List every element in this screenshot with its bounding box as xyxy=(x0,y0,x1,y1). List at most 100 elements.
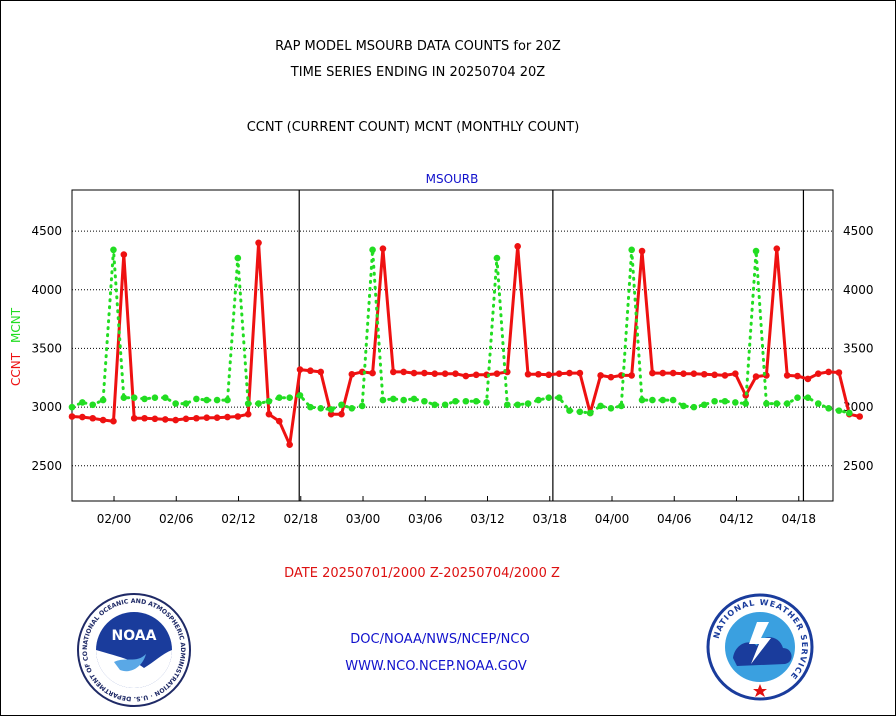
x-tick-label: 04/12 xyxy=(719,512,754,526)
mcnt-point xyxy=(338,401,345,409)
mcnt-point xyxy=(742,400,749,407)
x-tick-label: 03/12 xyxy=(470,512,505,526)
ccnt-point xyxy=(275,417,283,425)
y-tick-label-left: 3000 xyxy=(31,400,62,414)
website-link[interactable]: WWW.NCO.NCEP.NOAA.GOV xyxy=(345,659,527,674)
mcnt-point xyxy=(234,254,242,262)
mcnt-point xyxy=(524,400,532,407)
mcnt-point xyxy=(514,401,521,409)
y-axis-label-mcnt: MCNT xyxy=(9,307,23,343)
ccnt-point xyxy=(99,416,107,424)
ccnt-point xyxy=(296,366,304,373)
x-tick-label: 02/06 xyxy=(159,512,194,526)
mcnt-point xyxy=(752,247,760,255)
series-title: MSOURB xyxy=(426,172,479,186)
mcnt-point xyxy=(203,396,211,404)
mcnt-point xyxy=(110,246,117,254)
ccnt-point xyxy=(524,370,532,378)
ccnt-point xyxy=(690,370,698,377)
ccnt-point xyxy=(421,369,428,377)
ccnt-point xyxy=(110,417,117,425)
x-tick-label: 02/18 xyxy=(283,512,318,526)
ccnt-point xyxy=(669,369,677,377)
mcnt-point xyxy=(400,396,407,404)
x-tick-label: 03/00 xyxy=(346,512,381,526)
mcnt-point xyxy=(213,396,221,404)
mcnt-point xyxy=(711,397,718,405)
mcnt-point xyxy=(99,396,107,404)
mcnt-point xyxy=(535,396,542,404)
mcnt-point xyxy=(493,254,501,262)
mcnt-point xyxy=(545,394,553,402)
ccnt-point xyxy=(576,369,584,377)
mcnt-point xyxy=(244,400,252,407)
mcnt-point xyxy=(286,394,293,402)
mcnt-point xyxy=(566,407,573,414)
noaa-logo: NATIONAL OCEANIC AND ATMOSPHERIC ADMINIS… xyxy=(74,590,191,707)
ccnt-point xyxy=(783,372,791,379)
ccnt-point xyxy=(348,370,356,378)
ccnt-point xyxy=(182,415,190,423)
mcnt-point xyxy=(79,399,86,406)
mcnt-line xyxy=(70,248,851,415)
mcnt-point xyxy=(814,400,822,407)
ccnt-point xyxy=(286,441,293,448)
ccnt-point xyxy=(566,369,573,377)
mcnt-point xyxy=(275,394,283,402)
mcnt-point xyxy=(182,400,190,407)
mcnt-point xyxy=(680,402,687,410)
mcnt-point xyxy=(763,400,770,407)
ccnt-point xyxy=(794,372,801,380)
date-range-label: DATE 20250701/2000 Z-20250704/2000 Z xyxy=(284,566,560,581)
ccnt-point xyxy=(203,414,211,421)
mcnt-point xyxy=(483,399,490,406)
ccnt-point xyxy=(400,368,407,376)
plot-area xyxy=(71,189,834,502)
mcnt-point xyxy=(659,396,667,404)
ccnt-point xyxy=(130,414,138,422)
ccnt-point xyxy=(597,372,604,379)
ccnt-point xyxy=(804,375,812,383)
mcnt-point xyxy=(586,409,594,417)
mcnt-point xyxy=(410,395,418,403)
mcnt-point xyxy=(161,394,169,402)
mcnt-point xyxy=(390,395,397,403)
mcnt-point xyxy=(783,400,791,407)
ccnt-point xyxy=(700,370,708,378)
mcnt-point xyxy=(452,397,459,405)
x-tick-label: 03/18 xyxy=(532,512,567,526)
mcnt-point xyxy=(172,400,179,407)
mcnt-point xyxy=(732,399,739,406)
mcnt-point xyxy=(721,397,729,405)
ccnt-point xyxy=(234,413,242,420)
mcnt-point xyxy=(369,246,376,254)
mcnt-point xyxy=(296,392,304,399)
ccnt-point xyxy=(441,370,449,377)
mcnt-point xyxy=(89,401,97,409)
ccnt-point xyxy=(172,416,179,424)
mcnt-point xyxy=(597,402,604,410)
ccnt-point xyxy=(545,371,553,379)
y-tick-label-left: 4500 xyxy=(31,224,62,238)
mcnt-point xyxy=(804,394,812,402)
mcnt-point xyxy=(327,406,335,413)
mcnt-point xyxy=(120,394,128,402)
mcnt-point xyxy=(431,401,439,409)
chart-subtitle: CCNT (CURRENT COUNT) MCNT (MONTHLY COUNT… xyxy=(246,120,580,135)
mcnt-point xyxy=(628,246,635,254)
ccnt-point xyxy=(493,370,501,377)
mcnt-point xyxy=(825,404,832,412)
mcnt-point xyxy=(130,394,138,402)
mcnt-point xyxy=(68,403,76,411)
ccnt-point xyxy=(338,410,345,418)
ccnt-point xyxy=(452,370,459,377)
mcnt-point xyxy=(638,396,646,404)
mcnt-point xyxy=(224,396,231,404)
ccnt-point xyxy=(462,372,470,380)
nws-star-icon xyxy=(753,684,767,697)
y-tick-label-left: 3500 xyxy=(31,341,62,355)
ccnt-point xyxy=(390,368,397,376)
ccnt-point xyxy=(514,243,521,250)
ccnt-point xyxy=(327,410,335,418)
